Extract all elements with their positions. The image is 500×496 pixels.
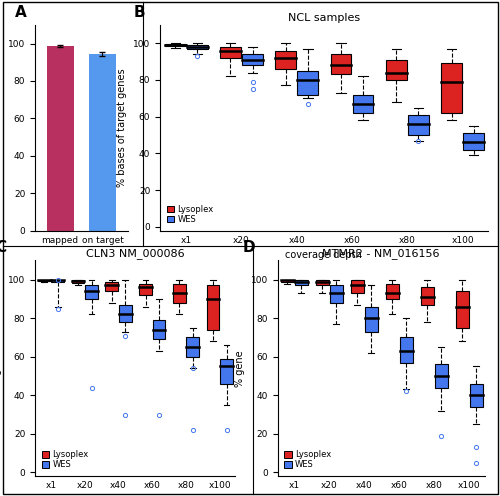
Bar	[353, 95, 374, 113]
Title: NCL samples: NCL samples	[288, 12, 360, 23]
Bar	[298, 71, 318, 95]
Bar	[441, 63, 462, 113]
Text: C: C	[0, 240, 6, 255]
Bar	[280, 280, 293, 282]
Bar	[350, 280, 364, 293]
Y-axis label: % bases of target genes: % bases of target genes	[118, 68, 128, 187]
Bar	[330, 285, 342, 303]
Bar	[400, 337, 413, 363]
Bar	[38, 280, 50, 281]
Bar	[165, 44, 186, 46]
Bar	[434, 365, 448, 387]
Bar	[152, 320, 166, 339]
Bar	[72, 280, 85, 283]
Legend: Lysoplex, WES: Lysoplex, WES	[164, 202, 216, 227]
Bar	[186, 337, 199, 357]
Text: D: D	[242, 240, 255, 255]
Bar	[330, 54, 351, 74]
Legend: Lysoplex, WES: Lysoplex, WES	[282, 448, 334, 472]
Bar	[106, 282, 118, 291]
Bar	[52, 280, 64, 282]
Bar	[119, 305, 132, 322]
Bar	[139, 284, 152, 295]
Bar	[206, 285, 220, 330]
Bar	[386, 284, 399, 299]
Bar	[276, 51, 296, 69]
X-axis label: coverage depth: coverage depth	[286, 250, 362, 260]
Bar	[220, 47, 241, 58]
Bar	[420, 287, 434, 305]
Bar	[464, 133, 484, 150]
Bar	[242, 54, 263, 65]
Y-axis label: % reads: % reads	[0, 108, 2, 147]
Y-axis label: % gene: % gene	[0, 350, 2, 386]
Title: CLN3 NM_000086: CLN3 NM_000086	[86, 248, 184, 259]
Bar	[316, 280, 328, 285]
Legend: Lysoplex, WES: Lysoplex, WES	[39, 448, 91, 472]
Bar	[173, 284, 186, 303]
Bar	[364, 307, 378, 332]
Text: B: B	[134, 4, 145, 19]
Bar	[187, 45, 208, 49]
Bar	[470, 384, 483, 407]
Bar	[408, 115, 429, 135]
Bar	[46, 46, 74, 231]
Bar	[456, 291, 469, 328]
Title: MTMR2 - NM_016156: MTMR2 - NM_016156	[322, 248, 440, 259]
Bar	[220, 359, 233, 384]
Bar	[85, 285, 98, 299]
Bar	[386, 60, 406, 80]
Bar	[294, 280, 308, 285]
Text: A: A	[14, 4, 26, 19]
Y-axis label: % gene: % gene	[235, 350, 245, 386]
Bar	[89, 54, 116, 231]
